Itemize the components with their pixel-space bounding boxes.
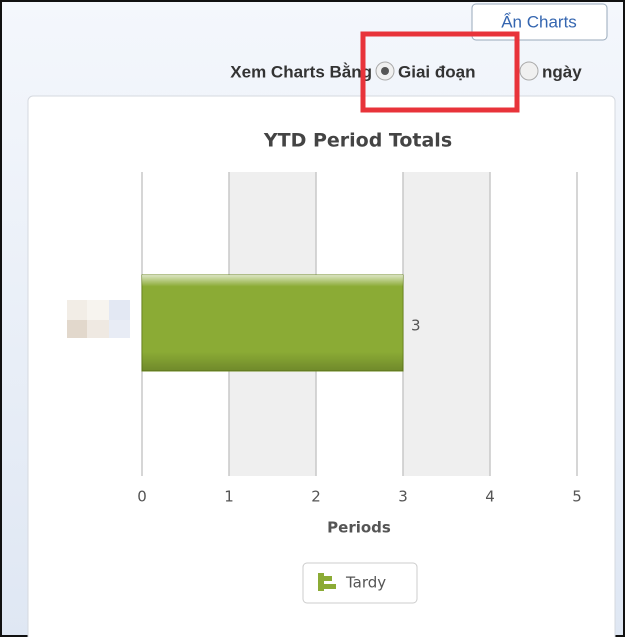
bar-shine xyxy=(142,275,403,371)
legend-icon xyxy=(324,576,332,581)
page: Ẩn Charts Xem Charts Bằng Giai đoạnngày … xyxy=(0,0,625,637)
view-label: Xem Charts Bằng xyxy=(230,62,372,81)
x-tick-label: 3 xyxy=(398,488,408,506)
radio-label[interactable]: Giai đoạn xyxy=(398,62,475,81)
legend-icon xyxy=(324,584,336,589)
blur xyxy=(87,320,109,338)
blur xyxy=(87,300,109,320)
chart-title: YTD Period Totals xyxy=(263,130,452,152)
blurred-category-label xyxy=(67,300,130,338)
blur xyxy=(109,300,130,320)
radio-dot xyxy=(381,67,389,75)
x-tick-label: 4 xyxy=(485,488,495,506)
radio[interactable] xyxy=(520,62,538,80)
button-label[interactable]: Ẩn Charts xyxy=(501,12,577,31)
legend-label[interactable]: Tardy xyxy=(345,574,386,592)
blur xyxy=(67,320,87,338)
legend-icon xyxy=(318,573,324,591)
value-label: 3 xyxy=(411,317,421,335)
x-tick-label: 1 xyxy=(224,488,234,506)
radio-label[interactable]: ngày xyxy=(542,62,582,81)
screen: Ẩn Charts Xem Charts Bằng Giai đoạnngày … xyxy=(0,0,625,637)
x-tick-label: 0 xyxy=(137,488,147,506)
blur xyxy=(109,320,130,338)
x-tick-label: 5 xyxy=(572,488,582,506)
x-tick-label: 2 xyxy=(311,488,321,506)
blur xyxy=(67,300,87,320)
x-axis-title: Periods xyxy=(327,519,391,537)
